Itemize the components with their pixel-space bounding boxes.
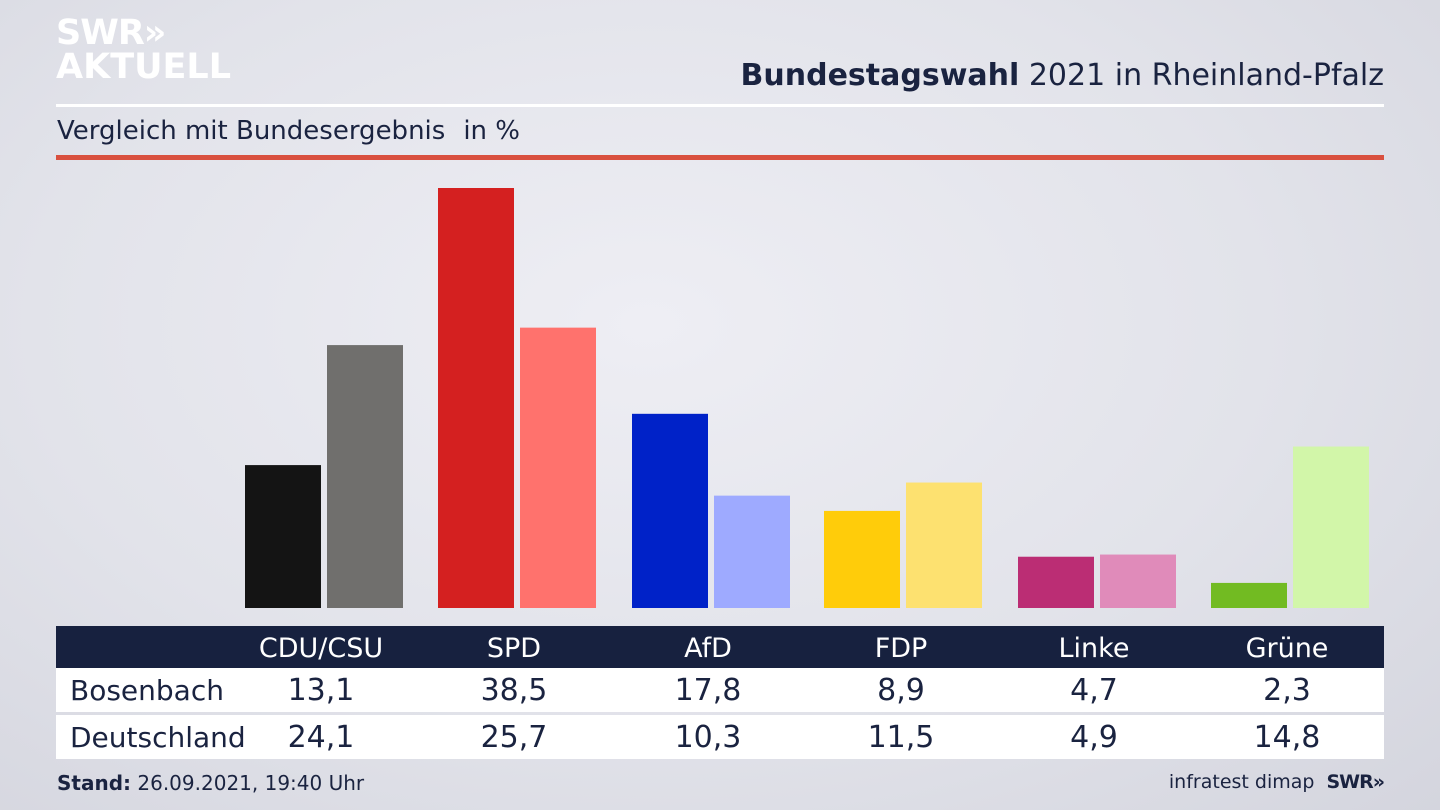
table-cell: 4,9 — [1070, 719, 1118, 755]
footer-swr-logo: SWR» — [1326, 771, 1385, 793]
bar-spd-deutschland — [520, 327, 596, 608]
results-table: CDU/CSU SPD AfD FDP Linke Grüne Bosenbach 13,… — [56, 626, 1384, 759]
bar-afd-bosenbach — [632, 413, 708, 608]
row-label: Deutschland — [70, 720, 246, 754]
table-cell: 17,8 — [674, 672, 742, 708]
bar-chart — [245, 188, 1369, 608]
column-header: Grüne — [1245, 632, 1329, 664]
table-cell: 13,1 — [287, 672, 355, 708]
accent-divider — [56, 155, 1384, 160]
row-label: Bosenbach — [70, 673, 224, 707]
bar-linke-deutschland — [1100, 554, 1176, 608]
page-title: Bundestagswahl 2021 in Rheinland-Pfalz — [741, 58, 1384, 93]
stand-label: Stand: — [57, 771, 132, 795]
unit-label: in % — [463, 116, 520, 146]
bar-fdp-deutschland — [906, 482, 982, 608]
table-cell: 11,5 — [867, 719, 935, 755]
table-cell: 14,8 — [1253, 719, 1321, 755]
column-header: SPD — [486, 632, 542, 664]
logo-line-2: AKTUELL — [56, 47, 232, 87]
source-text: infratest dimap — [1168, 771, 1315, 793]
title-divider — [56, 104, 1384, 107]
column-header: FDP — [874, 632, 928, 664]
table-cell: 10,3 — [674, 719, 742, 755]
logo-line-1: SWR» — [56, 13, 166, 53]
source-credit: infratest dimap SWR» — [1168, 771, 1385, 793]
table-cell: 2,3 — [1263, 672, 1311, 708]
bar-grüne-bosenbach — [1211, 582, 1287, 608]
bar-fdp-bosenbach — [824, 510, 900, 608]
timestamp: Stand: 26.09.2021, 19:40 Uhr — [57, 771, 364, 795]
table-cell: 24,1 — [287, 719, 355, 755]
bar-cducsu-bosenbach — [245, 465, 321, 608]
table-cell: 25,7 — [480, 719, 548, 755]
bar-afd-deutschland — [714, 495, 790, 608]
bar-grüne-deutschland — [1293, 446, 1369, 608]
stand-value: 26.09.2021, 19:40 Uhr — [137, 771, 365, 795]
table-cell: 4,7 — [1070, 672, 1118, 708]
subtitle-text: Vergleich mit Bundesergebnis — [57, 116, 446, 146]
title-rest: 2021 in Rheinland-Pfalz — [1028, 58, 1384, 93]
bar-spd-bosenbach — [438, 188, 514, 608]
bar-linke-bosenbach — [1018, 556, 1094, 608]
column-header: Linke — [1058, 632, 1130, 664]
column-header: AfD — [684, 632, 732, 664]
table-cell: 8,9 — [877, 672, 925, 708]
table-cell: 38,5 — [480, 672, 548, 708]
column-header: CDU/CSU — [258, 632, 384, 664]
title-bold: Bundestagswahl — [740, 58, 1020, 93]
chart-subtitle: Vergleich mit Bundesergebnis in % — [57, 116, 520, 146]
swr-aktuell-logo: SWR» AKTUELL — [56, 13, 232, 87]
bar-cducsu-deutschland — [327, 345, 403, 608]
table-row-bosenbach: Bosenbach 13,1 38,5 17,8 8,9 4,7 2,3 — [56, 668, 1384, 712]
table-row-deutschland: Deutschland 24,1 25,7 10,3 11,5 4,9 14,8 — [56, 715, 1384, 759]
table-header: CDU/CSU SPD AfD FDP Linke Grüne — [56, 626, 1384, 668]
